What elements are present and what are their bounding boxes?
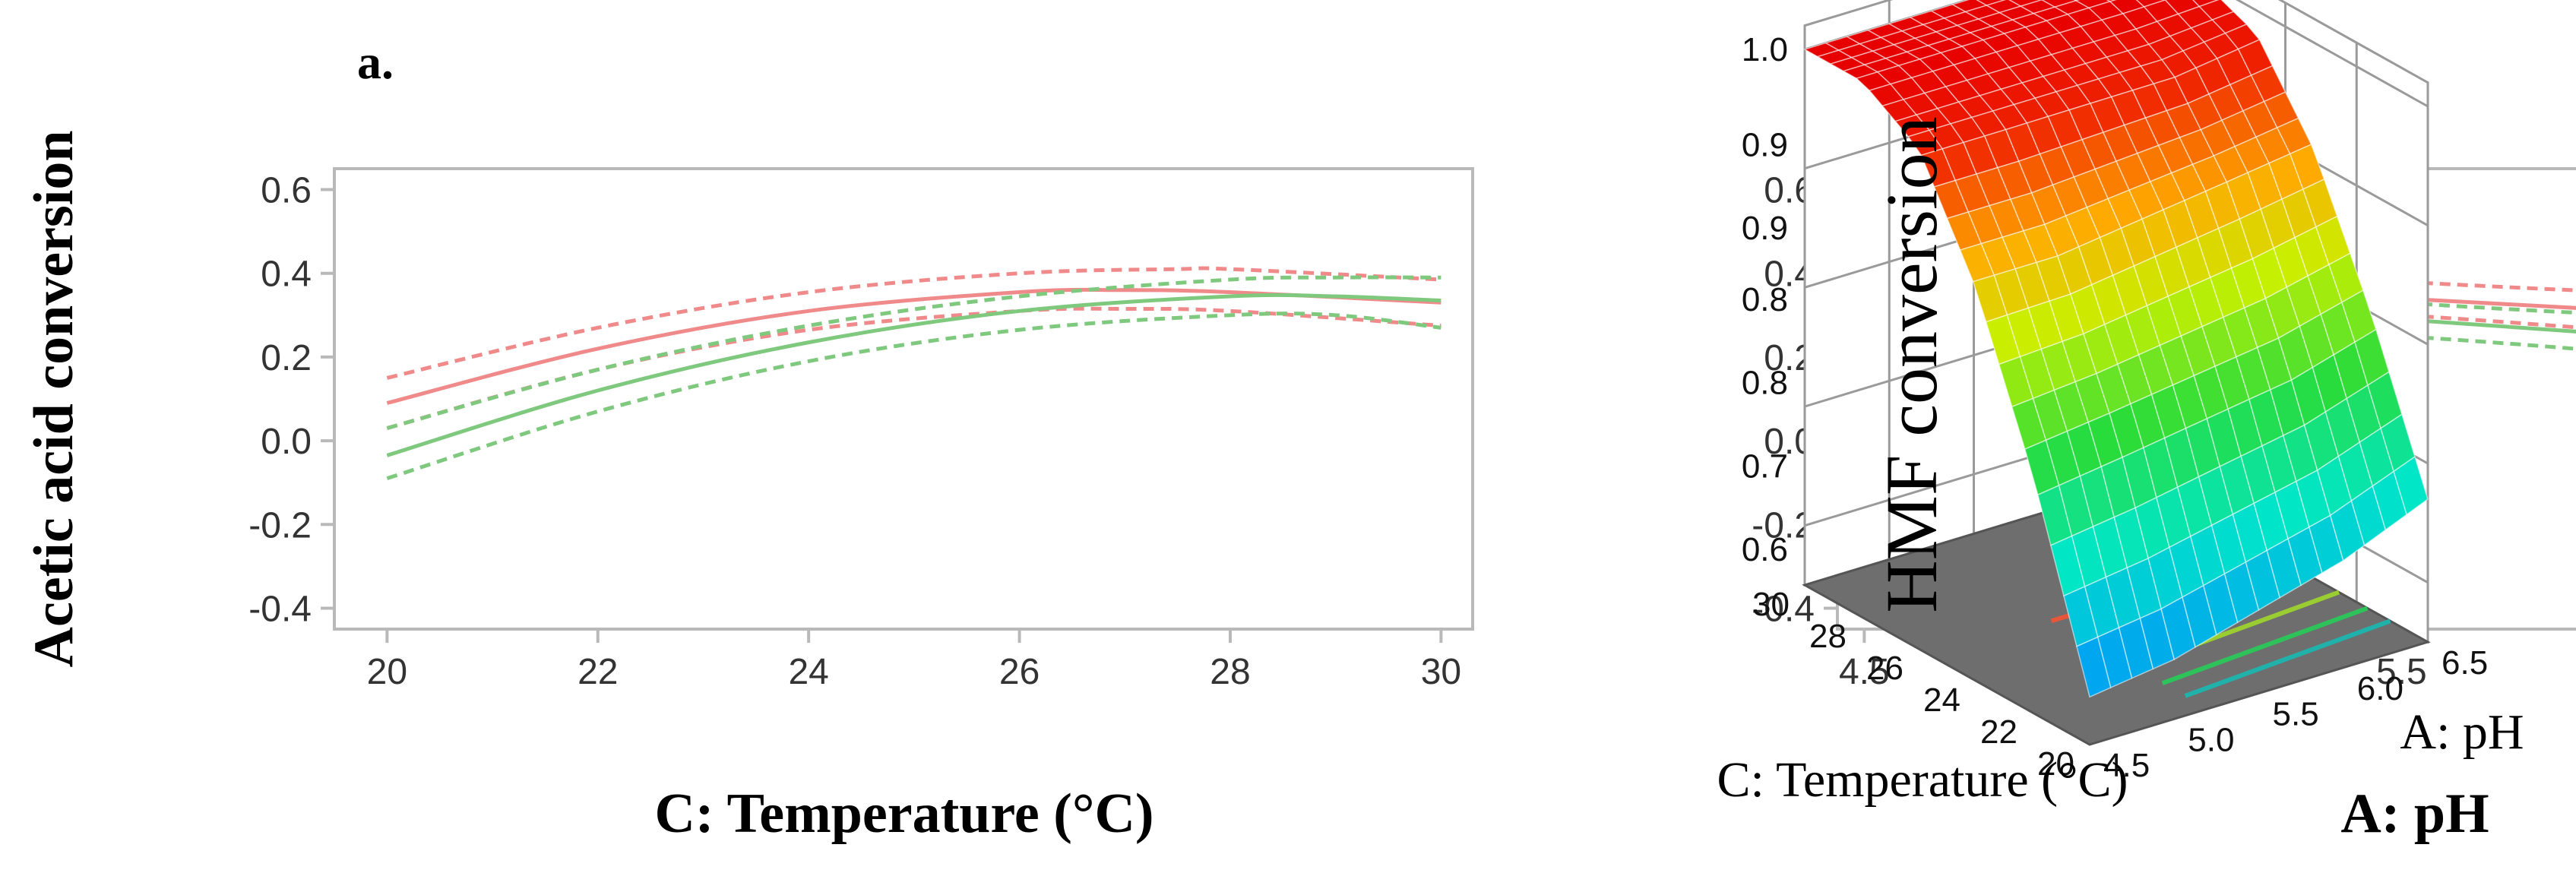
y-axis-a: -0.4 -0.2 0.0 0.2 0.4 0.6 (248, 171, 334, 629)
y-tick-label: 30 (1752, 586, 1790, 623)
z-tick-label: 0.6 (1742, 531, 1788, 568)
z-tick-label: 0.8 (1742, 365, 1788, 402)
x-tick-label: 26 (999, 652, 1040, 692)
z-tick-label: 0.9 (1742, 210, 1788, 247)
x-tick-label: 5.5 (2273, 696, 2319, 733)
y-tick-label: 0.0 (261, 422, 312, 462)
x-tick-label: 30 (1421, 652, 1461, 692)
x-tick-label: 24 (788, 652, 828, 692)
panel-c: c. 1.00.90.90.80.80.70.64.55.05.56.06.52… (1717, 0, 2524, 808)
panel-a: a. -0.4 -0.2 0.0 0.2 0.4 0.6 20 22 24 26 28 30 Ace… (23, 35, 1474, 845)
z-tick-label: 1.0 (1742, 31, 1788, 68)
confidence-band-line (386, 275, 1441, 430)
x-tick-label: 22 (578, 652, 618, 692)
plot-frame-a (333, 167, 1474, 631)
series-group-a (386, 266, 1441, 481)
surface-cell (2393, 455, 2429, 516)
y-tick-label: 26 (1866, 650, 1904, 687)
confidence-band-line (386, 266, 1441, 380)
x-tick-label: 6.0 (2357, 670, 2404, 707)
y-tick-label: 28 (1809, 618, 1847, 655)
y-axis-title-a: Acetic acid conversion (23, 131, 85, 668)
panel-label-a: a. (357, 35, 394, 89)
y-tick-label: -0.2 (248, 505, 312, 546)
x-tick-label: 4.5 (2103, 747, 2150, 784)
y-tick-label: 0.2 (261, 338, 312, 378)
series-line (386, 293, 1441, 457)
y-tick-label: -0.4 (1752, 589, 1815, 629)
floor-contour-line (2184, 618, 2391, 698)
z-tick-label: 0.7 (1742, 448, 1788, 485)
floor-contour-line (2161, 606, 2369, 685)
x-axis-title-a: C: Temperature (°C) (654, 783, 1154, 845)
x-tick-label: 5.5 (2376, 652, 2427, 692)
y-tick-label: -0.4 (248, 589, 312, 629)
y-tick-label: 0.4 (261, 255, 312, 295)
z-tick-label: 0.9 (1742, 126, 1788, 163)
x-tick-label: 20 (367, 652, 407, 692)
x-axis-title-c: A: pH (2400, 704, 2524, 760)
response-surface-c (1803, 0, 2429, 698)
x-axis-a: 20 22 24 26 28 30 (367, 629, 1461, 692)
confidence-band-line (386, 312, 1441, 481)
y-tick-label: 24 (1923, 682, 1960, 719)
y-tick-label: 22 (1980, 713, 2017, 751)
z-tick-label: 0.8 (1742, 281, 1788, 318)
y-axis-title-c: C: Temperature (°C) (1717, 752, 2128, 808)
x-tick-label: 5.0 (2188, 721, 2234, 758)
y-tick-label: 20 (2037, 745, 2074, 783)
y-tick-label: 0.6 (261, 171, 312, 211)
x-tick-label: 6.5 (2442, 644, 2488, 682)
axes-3d-c: 1.00.90.90.80.80.70.64.55.05.56.06.52022… (1742, 31, 2488, 784)
z-axis-title-c: HMF conversion (1871, 116, 1952, 612)
series-line (386, 287, 1441, 405)
x-tick-label: 28 (1210, 652, 1250, 692)
x-tick-label: 4.5 (1839, 652, 1890, 692)
confidence-band-line (386, 306, 1441, 430)
x-axis-title-b: A: pH (2340, 783, 2489, 845)
